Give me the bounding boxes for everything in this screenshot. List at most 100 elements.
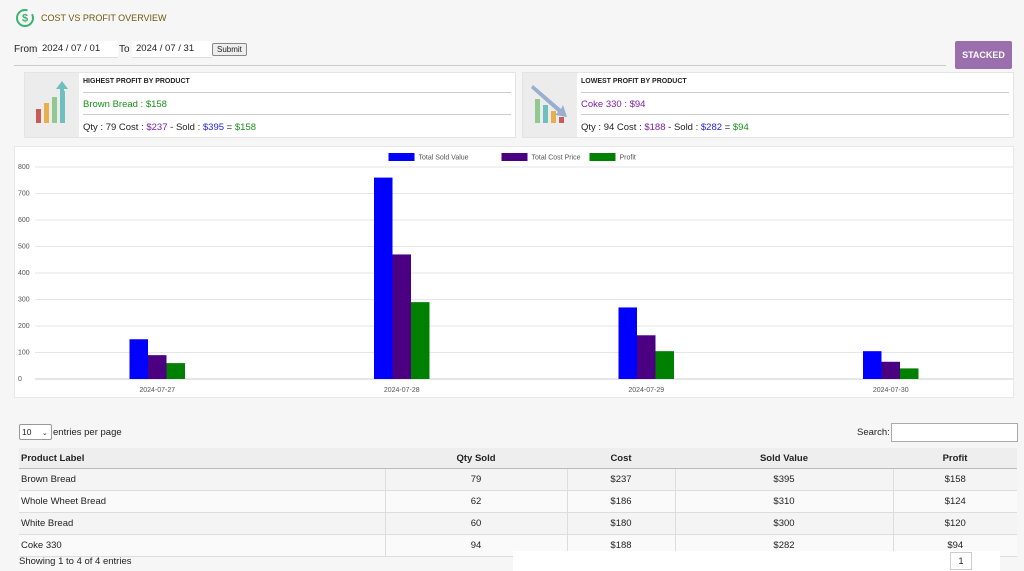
table-cell: 79 xyxy=(385,468,568,491)
y-tick-label: 400 xyxy=(18,270,30,277)
detail-profit: $94 xyxy=(732,122,749,133)
page-button[interactable]: 1 xyxy=(950,552,972,570)
table-cell: $186 xyxy=(567,490,676,513)
to-date[interactable]: 2024 / 07 / 31 xyxy=(132,41,212,58)
page-size-select[interactable]: 10 ⌄ xyxy=(19,424,52,440)
lowest-card: LOWEST PROFIT BY PRODUCT Coke 330 : $94 … xyxy=(522,72,1014,138)
card-rule xyxy=(83,114,511,115)
bar xyxy=(148,355,167,379)
decline-icon xyxy=(531,85,567,123)
table-cell: $300 xyxy=(675,512,894,535)
y-tick-label: 0 xyxy=(18,376,22,383)
bar xyxy=(374,177,393,379)
column-header: Profit xyxy=(893,448,1017,469)
card-detail: Qty : 79 Cost : $237 - Sold : $395 = $15… xyxy=(83,122,256,133)
card-value: Coke 330 : $94 xyxy=(581,99,646,110)
table-row: Whole Wheet Bread 62 $186 $310 $124 xyxy=(19,490,1017,513)
bar xyxy=(166,363,185,379)
x-tick-label: 2024-07-28 xyxy=(384,387,420,394)
y-tick-label: 300 xyxy=(18,296,30,303)
table-cell: 60 xyxy=(385,512,568,535)
card-image xyxy=(25,73,79,137)
table-cell: 62 xyxy=(385,490,568,513)
y-tick-label: 100 xyxy=(18,349,30,356)
page-size: 10 xyxy=(22,427,32,437)
x-tick-label: 2024-07-30 xyxy=(873,387,909,394)
bar xyxy=(900,368,919,379)
table-cell: $124 xyxy=(893,490,1017,513)
table-cell: $310 xyxy=(675,490,894,513)
bar xyxy=(863,351,882,379)
to-label: To xyxy=(119,44,130,55)
x-tick-label: 2024-07-29 xyxy=(628,387,664,394)
bar xyxy=(129,339,148,379)
detail-text: - Sold : xyxy=(668,122,699,133)
table-cell: Coke 330 xyxy=(19,534,386,557)
submit-button[interactable]: Submit xyxy=(212,43,247,56)
detail-profit: $158 xyxy=(234,122,257,133)
detail-cost: $188 xyxy=(644,122,666,133)
page-title: COST VS PROFIT OVERVIEW xyxy=(41,13,167,23)
table-cell: $237 xyxy=(567,468,676,491)
table-cell: $395 xyxy=(675,468,894,491)
search-label: Search: xyxy=(857,427,890,438)
column-header: Sold Value xyxy=(675,448,893,469)
table-info: Showing 1 to 4 of 4 entries xyxy=(19,556,132,567)
legend-label: Total Cost Price xyxy=(532,154,581,161)
stacked-button[interactable]: STACKED xyxy=(955,41,1012,69)
select-caret: ⌄ xyxy=(41,430,48,437)
chart-panel: 0 100 200 300 400 500 600 700 800 Total Sold Valu… xyxy=(14,146,1014,398)
to-date-value: 2024 / 07 / 31 xyxy=(136,43,195,54)
table-cell: White Bread xyxy=(19,512,386,535)
legend-label: Profit xyxy=(620,154,636,161)
y-tick-label: 500 xyxy=(18,243,30,250)
bar xyxy=(618,307,637,379)
entries-label: entries per page xyxy=(53,427,122,438)
svg-text:$: $ xyxy=(22,12,28,24)
legend-swatch xyxy=(388,153,415,161)
legend-swatch xyxy=(501,153,528,161)
y-tick-label: 600 xyxy=(18,217,30,224)
from-date[interactable]: 2024 / 07 / 01 xyxy=(38,41,118,58)
bar xyxy=(637,335,656,379)
y-tick-label: 700 xyxy=(18,190,30,197)
table-row: Brown Bread 79 $237 $395 $158 xyxy=(19,468,1017,491)
card-rule xyxy=(581,114,1009,115)
card-detail: Qty : 94 Cost : $188 - Sold : $282 = $94 xyxy=(581,122,749,133)
detail-sold: $395 xyxy=(202,122,225,133)
detail-sold: $282 xyxy=(700,122,723,133)
column-header: Qty Sold xyxy=(385,448,567,469)
pagination xyxy=(513,551,1000,571)
y-tick-label: 200 xyxy=(18,323,30,330)
search-input[interactable] xyxy=(891,423,1018,442)
card-title: LOWEST PROFIT BY PRODUCT xyxy=(581,78,687,85)
card-value: Brown Bread : $158 xyxy=(83,99,167,110)
detail-text: = xyxy=(724,122,731,133)
table-row: White Bread 60 $180 $300 $120 xyxy=(19,512,1017,535)
detail-cost: $237 xyxy=(146,122,168,133)
column-header: Product Label xyxy=(19,448,385,469)
card-title: HIGHEST PROFIT BY PRODUCT xyxy=(83,78,190,85)
from-date-value: 2024 / 07 / 01 xyxy=(42,43,101,54)
detail-text: - Sold : xyxy=(170,122,201,133)
card-rule xyxy=(83,92,511,93)
table-cell: Brown Bread xyxy=(19,468,386,491)
growth-icon xyxy=(36,81,68,123)
bar xyxy=(655,351,674,379)
legend-swatch xyxy=(589,153,616,161)
from-label: From xyxy=(14,44,38,55)
chart: 0 100 200 300 400 500 600 700 800 Total Sold Valu… xyxy=(18,153,1013,394)
column-header: Cost xyxy=(567,448,675,469)
logo-icon: $ xyxy=(16,9,34,27)
bar xyxy=(881,361,900,379)
detail-text: Qty : 79 Cost : xyxy=(83,122,144,133)
table-cell: $180 xyxy=(567,512,676,535)
highest-card: HIGHEST PROFIT BY PRODUCT Brown Bread : … xyxy=(24,72,516,138)
table-cell: $158 xyxy=(893,468,1017,491)
detail-text: Qty : 94 Cost : xyxy=(581,122,642,133)
bar xyxy=(392,254,411,379)
table-cell: $120 xyxy=(893,512,1017,535)
y-tick-label: 800 xyxy=(18,164,30,171)
data-table: Product Label Qty Sold Cost Sold Value Profi… xyxy=(19,448,1017,557)
